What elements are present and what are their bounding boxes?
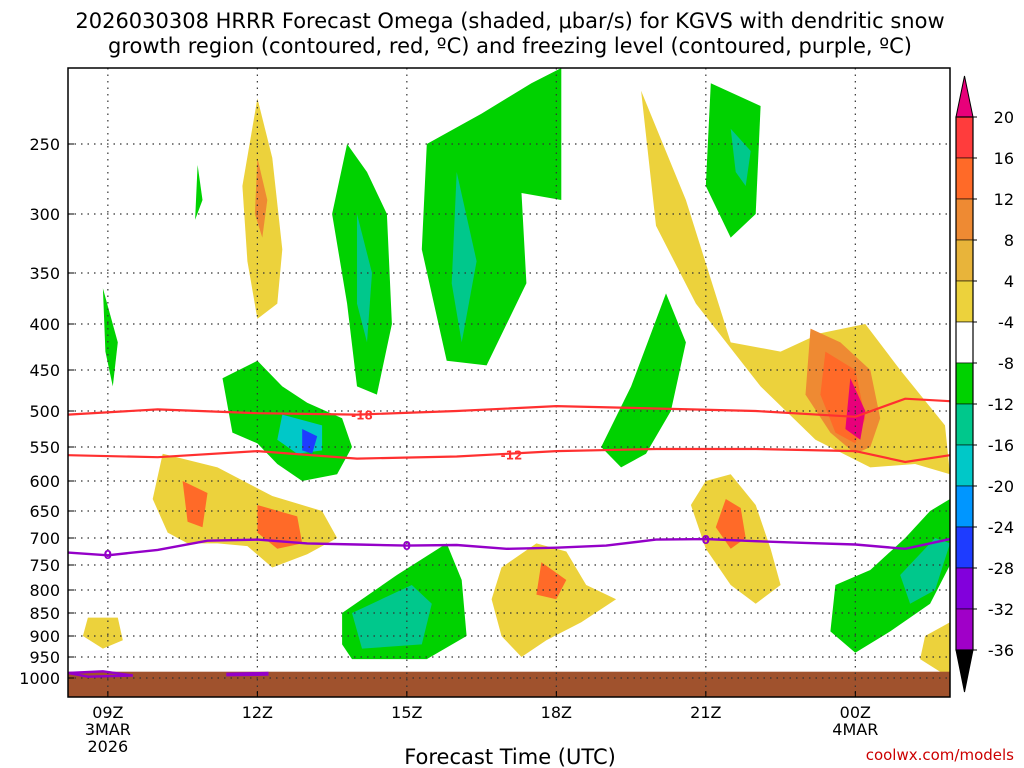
omega-area-4	[641, 90, 950, 475]
x-tick-label: 12Z	[242, 703, 273, 722]
freezing-contour-label: 0	[702, 533, 710, 547]
y-tick-label: 950	[29, 648, 60, 667]
colorbar-label: -16	[988, 436, 1014, 455]
freezing-contour-small	[226, 671, 269, 677]
y-tick-label: 700	[29, 529, 60, 548]
omega-area-neg4	[421, 68, 562, 366]
colorbar-label: -20	[988, 477, 1014, 496]
omega-area-neg8	[730, 128, 751, 186]
colorbar-top-arrow	[955, 75, 974, 118]
omega-area-neg4	[195, 165, 203, 220]
colorbar-band	[955, 239, 974, 282]
y-tick-label: 1000	[19, 669, 60, 688]
omega-shading	[82, 68, 950, 678]
watermark: coolwx.com/models	[866, 746, 1014, 764]
colorbar-band	[955, 444, 974, 487]
terrain-ground	[68, 671, 950, 697]
grid-lines	[68, 68, 950, 697]
omega-area-neg20	[302, 429, 318, 454]
omega-area-neg8	[357, 214, 372, 343]
colorbar-label: -12	[988, 395, 1014, 414]
colorbar-band	[955, 321, 974, 364]
freezing-contour-label: 0	[403, 539, 411, 553]
dgz-contour-label: -18	[351, 409, 373, 423]
x-tick-label: 09Z	[92, 703, 123, 722]
omega-area-neg4	[705, 83, 761, 238]
chart-title-line2: growth region (contoured, red, ºC) and f…	[108, 34, 912, 58]
omega-area-8	[254, 158, 268, 238]
colorbar-label: -28	[988, 559, 1014, 578]
omega-area-12	[182, 481, 208, 528]
omega-area-neg8	[451, 172, 477, 343]
colorbar-label: -32	[988, 600, 1014, 619]
dgz-contour	[67, 397, 951, 418]
colorbar-band	[955, 403, 974, 446]
plot-frame	[67, 67, 951, 698]
omega-area-neg8	[900, 538, 950, 604]
colorbar-label: -24	[988, 518, 1014, 537]
omega-area-neg8	[352, 585, 432, 649]
omega-area-neg4	[102, 288, 118, 387]
contour-lines: -18 -12 0 0 0	[67, 397, 951, 678]
colorbar-frame	[955, 116, 974, 651]
colorbar-band	[955, 608, 974, 651]
colorbar-label: 20	[994, 108, 1014, 127]
y-tick-label: 250	[29, 135, 60, 154]
colorbar-label: -8	[998, 354, 1014, 373]
freezing-contour-small	[67, 670, 133, 678]
colorbar-label: 12	[994, 190, 1014, 209]
colorbar-band	[955, 116, 974, 159]
y-tick-label: 650	[29, 502, 60, 521]
x-tick-label: 18Z	[541, 703, 572, 722]
colorbar-label: -36	[988, 641, 1014, 660]
omega-area-neg4	[601, 293, 686, 468]
omega-area-20	[845, 378, 866, 440]
y-tick-label: 600	[29, 472, 60, 491]
colorbar-band	[955, 567, 974, 610]
y-tick-label: 350	[29, 264, 60, 283]
x-tick-label: 15Z	[391, 703, 422, 722]
dgz-contour-label: -12	[501, 448, 523, 462]
chart-title-line1: 2026030308 HRRR Forecast Omega (shaded, …	[75, 9, 944, 33]
y-tick-label: 550	[29, 438, 60, 457]
omega-area-4	[491, 543, 617, 657]
x-tick-label: 00Z	[840, 703, 871, 722]
colorbar-bottom-arrow	[955, 649, 974, 693]
colorbar-band	[955, 485, 974, 528]
y-tick-label: 300	[29, 205, 60, 224]
colorbar-label: 8	[1004, 231, 1014, 250]
colorbar-band	[955, 157, 974, 200]
y-tick-label: 450	[29, 361, 60, 380]
colorbar-label: 16	[994, 149, 1014, 168]
colorbar-band	[955, 198, 974, 241]
y-axis: 250 300 350 400 450 500 550 600 650 700 750 800 850 9…	[19, 135, 74, 688]
dgz-contour	[67, 447, 951, 464]
x-tick-date: 3MAR	[85, 720, 131, 739]
y-tick-label: 400	[29, 315, 60, 334]
colorbar: 20 16 12 8 4 -4 -8 -12 -16 -20 -24 -28 -32 -36	[955, 75, 1014, 693]
omega-area-4	[82, 617, 123, 649]
freezing-contour	[67, 537, 951, 557]
y-tick-label: 900	[29, 627, 60, 646]
x-tick-year: 2026	[88, 737, 129, 756]
y-tick-label: 750	[29, 556, 60, 575]
y-tick-label: 500	[29, 402, 60, 421]
colorbar-label: -4	[998, 313, 1014, 332]
colorbar-band	[955, 526, 974, 569]
x-tick-label: 21Z	[690, 703, 721, 722]
x-axis-label: Forecast Time (UTC)	[404, 745, 616, 768]
freezing-contour-label: 0	[104, 548, 112, 562]
omega-area-4	[920, 622, 950, 678]
colorbar-band	[955, 362, 974, 405]
y-tick-label: 800	[29, 581, 60, 600]
colorbar-label: 4	[1004, 272, 1014, 291]
omega-area-12	[257, 505, 303, 549]
y-tick-label: 850	[29, 604, 60, 623]
x-tick-date: 4MAR	[832, 720, 878, 739]
colorbar-band	[955, 280, 974, 323]
